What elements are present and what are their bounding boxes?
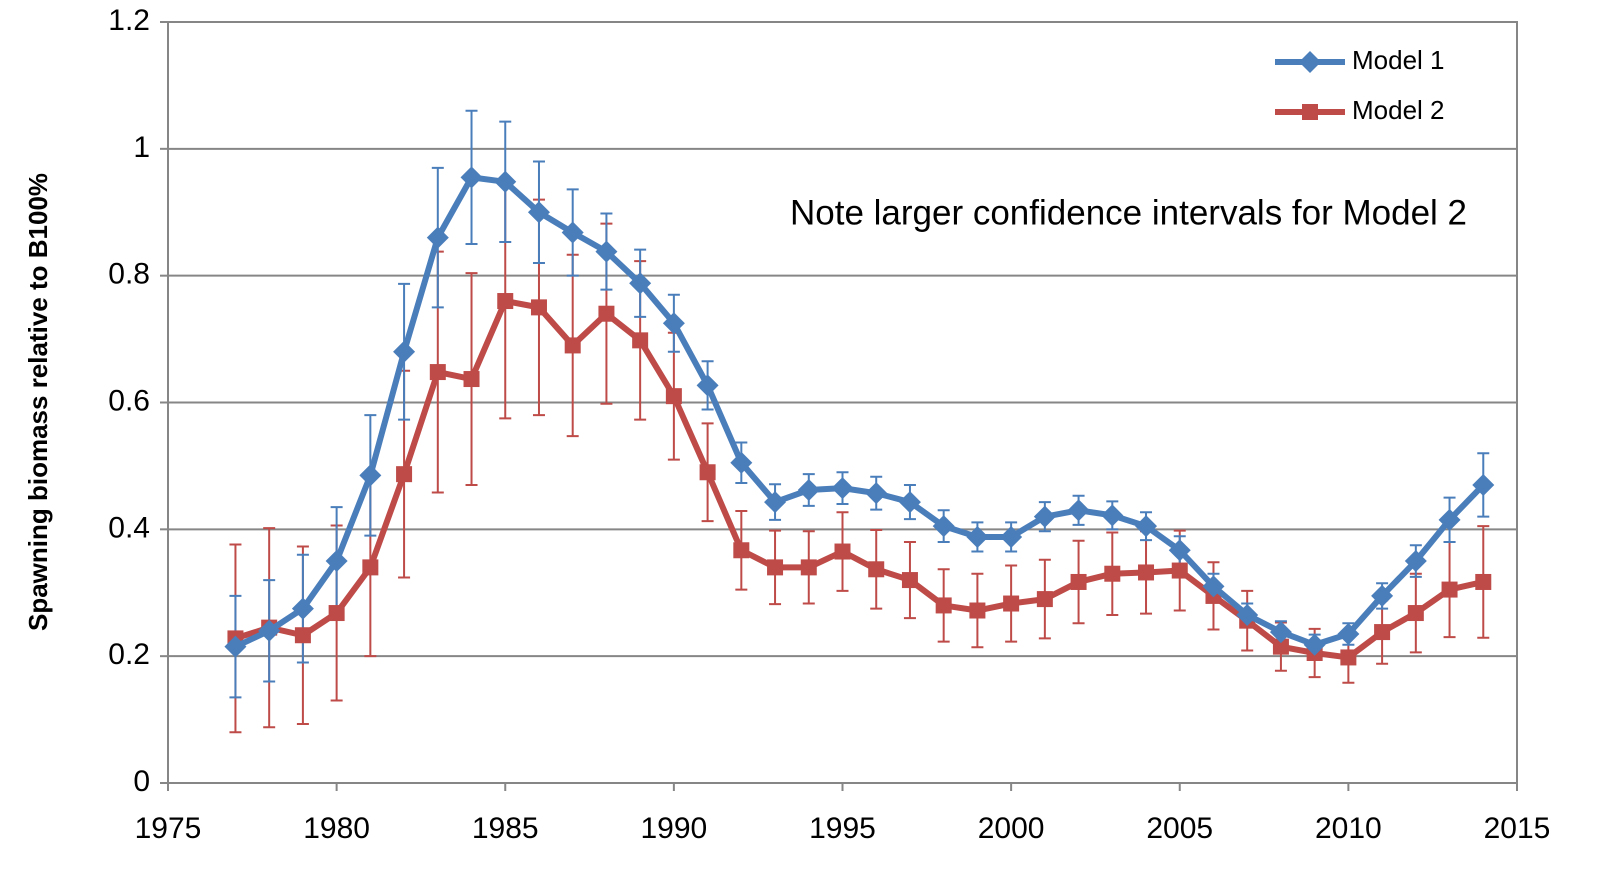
marker <box>1138 564 1155 581</box>
marker <box>396 466 413 483</box>
marker <box>1272 638 1289 655</box>
legend-marker <box>1302 104 1318 120</box>
y-tick-label: 0 <box>133 765 150 798</box>
y-tick-label: 1 <box>133 131 150 164</box>
marker <box>969 602 986 619</box>
marker <box>497 293 514 310</box>
x-tick-label: 1990 <box>641 812 708 845</box>
marker <box>460 166 483 189</box>
marker <box>662 312 685 335</box>
marker <box>1374 624 1391 641</box>
marker <box>1404 550 1427 573</box>
marker <box>1070 573 1087 590</box>
marker <box>868 561 885 578</box>
marker <box>1441 581 1458 598</box>
marker <box>1036 591 1053 608</box>
marker <box>1067 499 1090 522</box>
marker <box>1475 573 1492 590</box>
x-tick-label: 1975 <box>135 812 202 845</box>
marker <box>598 305 615 322</box>
marker <box>730 451 753 474</box>
marker <box>595 240 618 263</box>
marker <box>1340 649 1357 666</box>
marker <box>767 559 784 576</box>
legend-label: Model 2 <box>1352 95 1445 125</box>
x-tick-label: 2000 <box>978 812 1045 845</box>
y-tick-label: 0.6 <box>108 384 150 417</box>
marker <box>426 226 449 249</box>
marker <box>1472 473 1495 496</box>
marker <box>362 559 379 576</box>
marker <box>359 464 382 487</box>
marker <box>393 340 416 363</box>
annotation: Note larger confidence intervals for Mod… <box>790 193 1467 232</box>
y-tick-label: 0.8 <box>108 258 150 291</box>
marker <box>632 332 649 349</box>
marker <box>800 559 817 576</box>
x-tick-label: 1995 <box>809 812 876 845</box>
marker <box>1337 622 1360 645</box>
y-tick-label: 0.4 <box>108 511 150 544</box>
legend-label: Model 1 <box>1352 45 1445 75</box>
x-tick-label: 2005 <box>1146 812 1213 845</box>
legend-marker <box>1299 51 1321 73</box>
series-line <box>234 298 1484 661</box>
marker <box>429 364 446 381</box>
marker <box>1407 605 1424 622</box>
marker <box>629 272 652 295</box>
marker <box>699 464 716 481</box>
marker <box>328 605 345 622</box>
marker <box>901 572 918 589</box>
marker <box>325 550 348 573</box>
marker <box>764 491 787 514</box>
marker <box>966 525 989 548</box>
marker <box>258 619 281 642</box>
y-tick-label: 1.2 <box>108 4 150 37</box>
marker <box>831 477 854 500</box>
marker <box>733 542 750 559</box>
marker <box>665 388 682 405</box>
marker <box>834 543 851 560</box>
marker <box>1033 505 1056 528</box>
marker <box>1438 508 1461 531</box>
marker <box>224 635 247 658</box>
marker <box>294 627 311 644</box>
marker <box>1236 603 1259 626</box>
marker <box>1003 595 1020 612</box>
marker <box>696 374 719 397</box>
marker <box>797 479 820 502</box>
marker <box>527 201 550 224</box>
marker <box>1135 515 1158 538</box>
x-tick-label: 1980 <box>303 812 370 845</box>
y-axis-label: Spawning biomass relative to B100% <box>23 173 53 631</box>
marker <box>561 221 584 244</box>
marker <box>1269 621 1292 644</box>
x-tick-label: 2015 <box>1484 812 1551 845</box>
marker <box>1000 525 1023 548</box>
marker <box>1101 504 1124 527</box>
marker <box>463 371 480 388</box>
marker <box>291 597 314 620</box>
marker <box>898 491 921 514</box>
marker <box>932 515 955 538</box>
marker <box>935 597 952 614</box>
marker <box>1303 633 1326 656</box>
marker <box>1104 565 1121 582</box>
x-tick-label: 1985 <box>472 812 539 845</box>
marker <box>865 482 888 505</box>
marker <box>1168 539 1191 562</box>
marker <box>1371 584 1394 607</box>
marker <box>1202 575 1225 598</box>
y-tick-label: 0.2 <box>108 638 150 671</box>
marker <box>564 337 581 354</box>
x-tick-label: 2010 <box>1315 812 1382 845</box>
marker <box>494 170 517 193</box>
marker <box>1171 562 1188 579</box>
marker <box>530 299 547 316</box>
